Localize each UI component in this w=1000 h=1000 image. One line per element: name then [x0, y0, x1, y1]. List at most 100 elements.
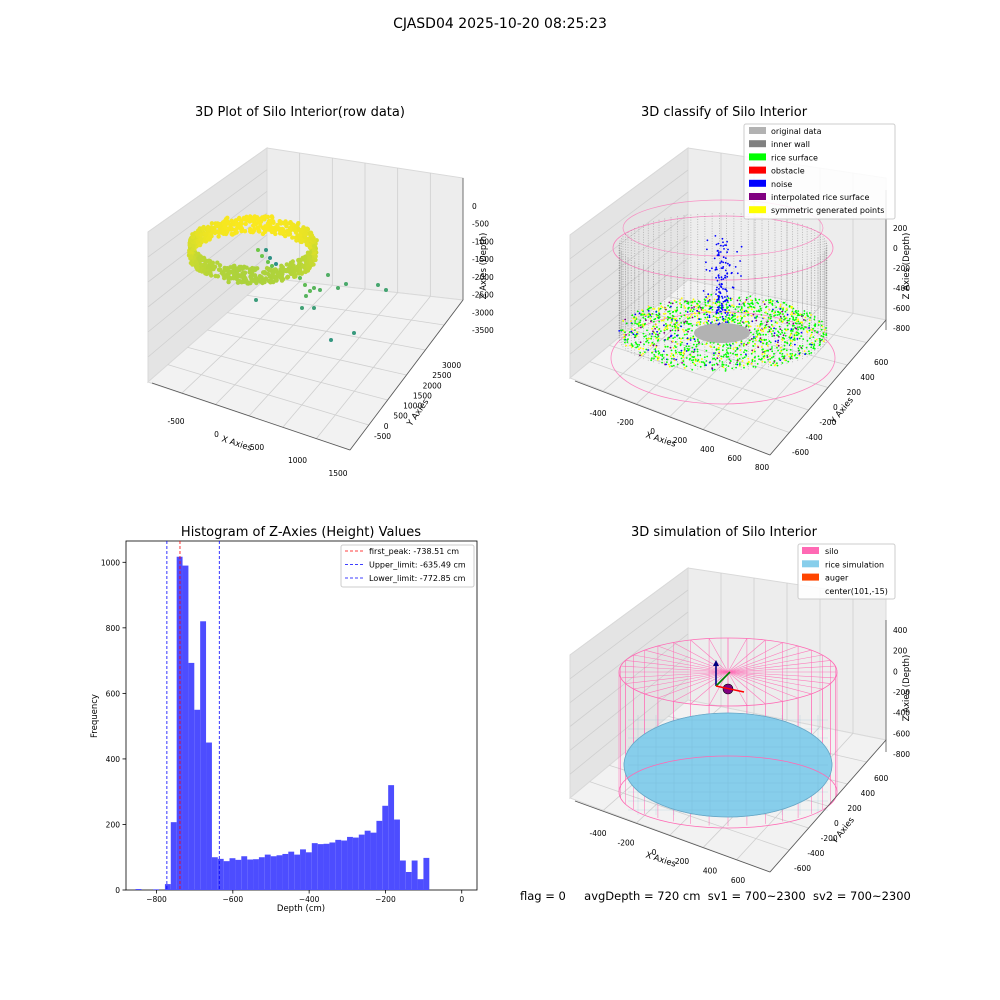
legend-swatch [749, 179, 766, 187]
noise-point [731, 314, 734, 316]
classified-point [753, 310, 755, 313]
classified-point [717, 317, 720, 319]
classified-point [666, 325, 669, 328]
classified-point [773, 352, 775, 355]
classified-point [710, 293, 713, 296]
classified-point [720, 310, 722, 313]
classified-point [729, 362, 731, 364]
raw-point [299, 229, 304, 234]
classified-point [812, 327, 814, 330]
panel4-x-tick-label: -200 [617, 838, 634, 847]
raw-point [261, 277, 266, 283]
classified-point [652, 344, 655, 347]
classified-point [808, 327, 810, 329]
noise-point [722, 241, 724, 244]
legend-swatch [802, 573, 819, 581]
noise-point [717, 308, 720, 310]
classified-point [690, 309, 692, 311]
histogram-bar [411, 860, 418, 890]
classified-point [739, 362, 741, 365]
silo-top-outline [612, 215, 834, 281]
classified-point [745, 354, 748, 357]
classified-point [657, 314, 660, 317]
noise-point [716, 298, 719, 301]
classified-point [790, 313, 792, 316]
classified-point [790, 329, 793, 332]
classified-point [776, 343, 778, 346]
classified-point [785, 308, 788, 311]
classified-point [646, 339, 649, 342]
classified-point [681, 341, 683, 344]
classified-point [750, 299, 752, 302]
classified-point [691, 346, 694, 349]
classified-point [753, 328, 756, 330]
classified-point [692, 335, 695, 338]
classified-point [795, 322, 798, 325]
silo-roof-spoke [727, 671, 831, 684]
classified-point [699, 321, 702, 323]
classified-point [806, 331, 809, 334]
panel1-y-tick-label: 2000 [423, 381, 442, 390]
classified-point [788, 305, 791, 307]
raw-outlier-point [312, 306, 316, 310]
histogram-bar [247, 859, 254, 890]
classified-point [630, 330, 633, 333]
histogram-bar [335, 839, 342, 890]
noise-point [717, 275, 720, 277]
panel1-z-tick-label: -2500 [472, 291, 494, 300]
classified-point [738, 306, 740, 308]
classified-point [723, 354, 725, 356]
classified-point [653, 354, 656, 356]
noise-point [720, 260, 723, 263]
classified-point [680, 353, 682, 356]
classified-point [796, 338, 799, 340]
classified-point [710, 346, 713, 348]
classified-point [734, 308, 737, 310]
classified-point [686, 320, 689, 323]
classified-point [669, 312, 671, 315]
classified-point [685, 365, 688, 368]
classified-point [786, 313, 789, 316]
x-tick-label: −200 [375, 895, 396, 904]
noise-point [717, 254, 720, 257]
classified-point [789, 334, 792, 337]
classified-point [651, 357, 653, 360]
silo-top-outline-2 [622, 199, 824, 257]
classified-point [684, 320, 687, 323]
panel4-y-tick-label: -400 [807, 849, 824, 858]
raw-outlier-point [256, 248, 260, 252]
noise-point [716, 309, 718, 312]
classified-point [728, 304, 731, 307]
classified-point [773, 327, 775, 330]
classified-point [699, 318, 702, 320]
classified-point [778, 313, 780, 316]
raw-point [229, 231, 235, 236]
panel1-x-tick-label: 0 [214, 430, 219, 439]
classified-point [777, 341, 779, 344]
classified-point [810, 314, 812, 316]
grid-line [569, 633, 689, 727]
classified-point [713, 298, 716, 301]
classified-point [744, 311, 746, 314]
classified-point [770, 315, 772, 318]
panel4-y-tick-label: 0 [834, 819, 839, 828]
classified-point [758, 325, 761, 328]
classified-point [701, 309, 704, 311]
y-tick-label: 800 [106, 624, 121, 633]
noise-point [721, 297, 724, 299]
noise-point [724, 274, 727, 277]
classified-point [638, 323, 640, 325]
classified-point [691, 368, 694, 371]
classified-point [776, 314, 779, 316]
classified-point [734, 353, 737, 356]
classified-point [645, 337, 648, 340]
classified-point [784, 334, 787, 337]
classified-point [653, 308, 656, 310]
classified-point [748, 322, 750, 324]
classified-point [664, 327, 667, 329]
noise-point [716, 286, 718, 289]
grid-line [569, 169, 689, 260]
raw-point [270, 272, 275, 277]
histogram-bar [276, 855, 283, 890]
raw-point [298, 270, 303, 275]
